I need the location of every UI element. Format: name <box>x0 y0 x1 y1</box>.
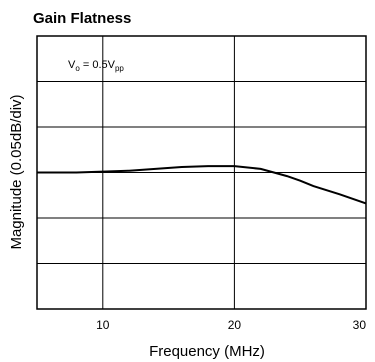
chart-title: Gain Flatness <box>33 10 131 27</box>
x-tick-label: 10 <box>96 318 110 332</box>
voltage-annotation: Vo = 0.5Vpp <box>68 59 124 73</box>
x-tick-label: 30 <box>353 318 367 332</box>
annotation-sub-o: o <box>75 64 80 73</box>
annotation-v: V <box>68 59 76 71</box>
annotation-sub-pp: pp <box>115 64 124 73</box>
series-line <box>37 165 367 205</box>
annotation-value: = 0.5V <box>80 59 116 71</box>
x-tick-labels: 10 20 30 <box>96 318 366 332</box>
y-axis-label: Magnitude (0.05dB/div) <box>8 94 25 249</box>
x-axis-label: Frequency (MHz) <box>149 343 265 360</box>
x-tick-label: 20 <box>228 318 242 332</box>
